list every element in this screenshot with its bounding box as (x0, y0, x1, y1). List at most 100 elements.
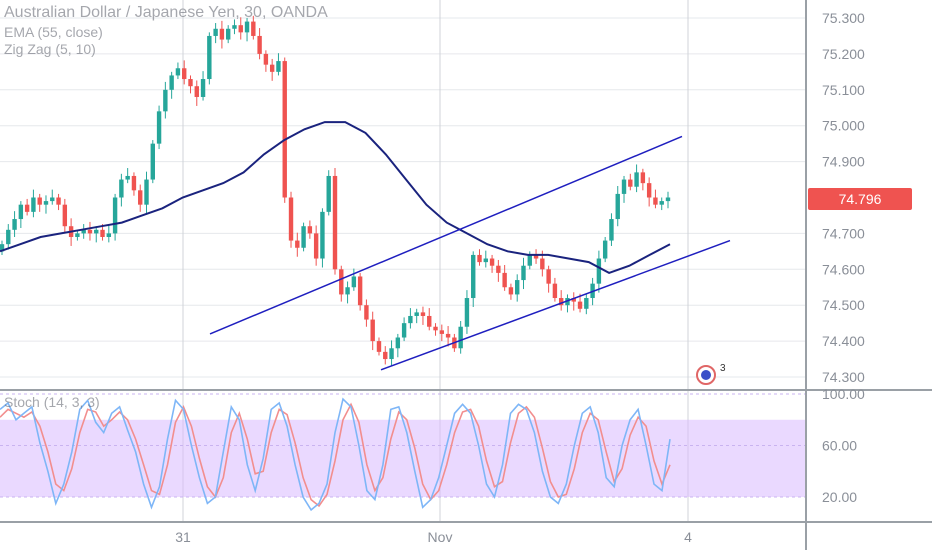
candle (414, 312, 419, 316)
candle (339, 269, 344, 295)
candle (175, 68, 181, 76)
candle (584, 298, 589, 309)
candle (6, 229, 11, 245)
candle (50, 197, 55, 202)
candle (540, 258, 545, 270)
price-tick-label: 74.700 (822, 225, 865, 241)
candle (389, 348, 394, 360)
candle (320, 211, 325, 259)
candle (458, 326, 463, 349)
candle (558, 298, 564, 306)
candle (357, 276, 363, 306)
candle (301, 226, 306, 248)
candle (138, 190, 143, 205)
candle (383, 351, 388, 360)
candle (527, 254, 532, 266)
candle (427, 315, 432, 327)
time-tick-label: 4 (684, 529, 692, 545)
last-price-badge: 74.796 (808, 188, 912, 210)
candle (150, 143, 155, 180)
time-tick-label: Nov (428, 529, 453, 545)
time-tick-label: 31 (175, 529, 191, 545)
candle (87, 229, 93, 234)
candle (364, 305, 369, 320)
price-tick-label: 74.500 (822, 297, 865, 313)
indicator-zigzag-label: Zig Zag (5, 10) (4, 41, 96, 57)
stoch-band (0, 419, 806, 497)
candle (552, 283, 558, 299)
price-tick-label: 75.100 (822, 82, 865, 98)
candle (257, 35, 262, 54)
candle (238, 25, 243, 33)
candle (100, 229, 105, 237)
candle (307, 226, 313, 234)
candle (269, 64, 275, 72)
price-tick-label: 74.600 (822, 261, 865, 277)
candle (213, 28, 218, 36)
candle (621, 179, 627, 194)
candle (439, 330, 445, 334)
stoch-tick-label: 60.00 (822, 438, 857, 454)
candle (565, 298, 570, 306)
candle (156, 111, 162, 144)
candle (351, 276, 357, 288)
candle (131, 175, 137, 191)
candle (496, 265, 501, 273)
candle (515, 280, 520, 295)
candle (37, 197, 42, 205)
candle (546, 269, 551, 284)
candle (326, 175, 331, 212)
channel-upper-line (209, 135, 683, 335)
candle (376, 341, 382, 352)
candle (144, 179, 149, 205)
candle (200, 79, 206, 97)
candle (483, 258, 488, 263)
candle (602, 240, 608, 259)
candle (188, 79, 193, 87)
candle (263, 53, 269, 65)
chart-title: Australian Dollar / Japanese Yen, 30, OA… (4, 4, 328, 21)
ema-line (0, 121, 671, 274)
candle (62, 204, 68, 227)
candle (232, 25, 237, 29)
candle (276, 61, 281, 72)
candle (420, 312, 426, 316)
channel-lower-line (380, 239, 731, 371)
candle (94, 229, 99, 234)
candle (502, 272, 507, 288)
price-tick-label: 75.200 (822, 46, 865, 62)
candle (395, 337, 401, 349)
candle (24, 204, 30, 212)
candle (75, 233, 80, 237)
price-tick-label: 75.000 (822, 118, 865, 134)
candle (640, 172, 646, 184)
candle (508, 287, 514, 295)
candle (332, 175, 338, 270)
candle (81, 229, 86, 234)
candle (659, 201, 664, 205)
candle (244, 21, 250, 33)
candle (43, 201, 49, 205)
candle (288, 197, 294, 241)
candle (207, 35, 212, 80)
candle (577, 301, 583, 309)
candle (31, 197, 36, 212)
candle (194, 86, 199, 97)
candle (665, 197, 671, 202)
candle (251, 21, 256, 36)
candle (471, 254, 476, 299)
candle (433, 326, 438, 331)
zigzag-marker-core (701, 370, 711, 380)
candle (370, 319, 375, 342)
candle (313, 233, 319, 259)
candle (533, 254, 539, 259)
candle (0, 244, 5, 252)
candle (464, 298, 470, 327)
candle (282, 61, 287, 198)
candle (477, 254, 482, 263)
candle (225, 28, 231, 40)
price-tick-label: 75.300 (822, 10, 865, 26)
candle (345, 287, 350, 295)
